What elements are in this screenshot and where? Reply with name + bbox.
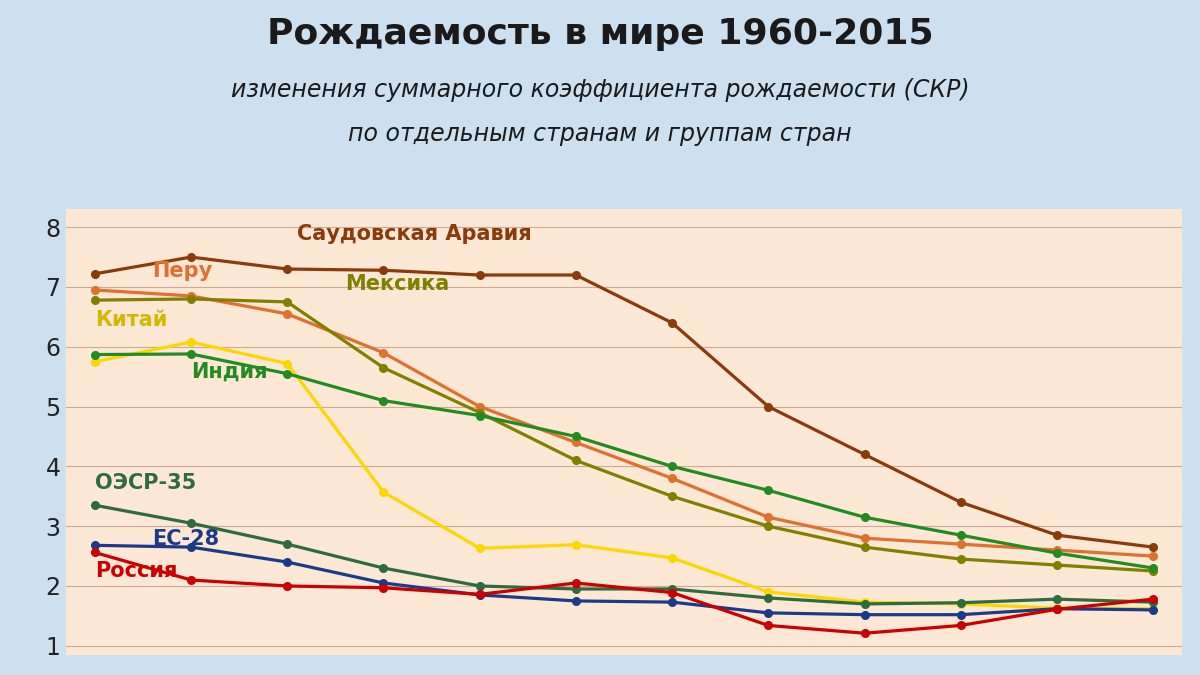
Text: изменения суммарного коэффициента рождаемости (СКР): изменения суммарного коэффициента рождае… bbox=[230, 78, 970, 102]
Text: по отдельным странам и группам стран: по отдельным странам и группам стран bbox=[348, 122, 852, 146]
Text: ЕС-28: ЕС-28 bbox=[152, 529, 220, 549]
Text: Саудовская Аравия: Саудовская Аравия bbox=[296, 224, 532, 244]
Text: ОЭСР-35: ОЭСР-35 bbox=[95, 473, 196, 493]
Text: Китай: Китай bbox=[95, 310, 167, 330]
Text: Перу: Перу bbox=[152, 261, 212, 281]
Text: Рождаемость в мире 1960-2015: Рождаемость в мире 1960-2015 bbox=[266, 17, 934, 51]
Text: Мексика: Мексика bbox=[346, 274, 449, 294]
Text: Россия: Россия bbox=[95, 561, 178, 581]
Text: Индия: Индия bbox=[191, 362, 268, 381]
